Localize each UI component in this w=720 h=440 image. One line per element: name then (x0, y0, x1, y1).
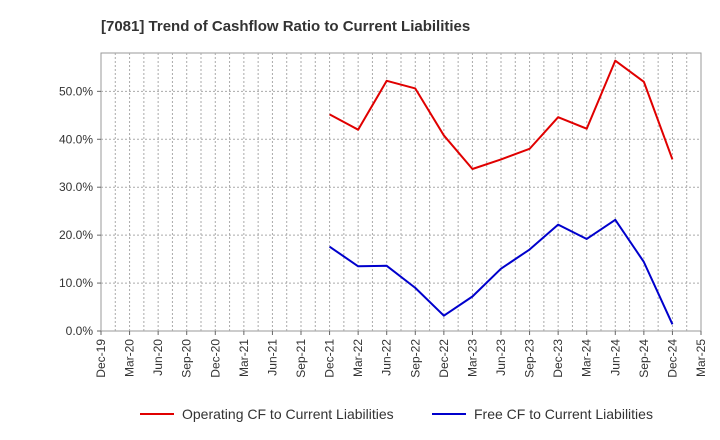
legend-label-1: Operating CF to Current Liabilities (182, 406, 394, 422)
x-axis: Dec-19 Mar-20 Jun-20 Sep-20 Dec-20 Mar-21 Jun-… (94, 331, 708, 378)
x-tick-label: Mar-25 (694, 339, 708, 377)
y-tick-label: 50.0% (59, 84, 93, 98)
x-tick-label: Jun-21 (265, 339, 279, 376)
plot-area (100, 52, 702, 332)
series-line-1 (329, 59, 674, 170)
series-line-2 (329, 218, 674, 325)
legend: Operating CF to Current Liabilities Free … (140, 406, 653, 422)
x-tick-label: Sep-21 (294, 339, 308, 378)
y-tick-label: 10.0% (59, 276, 93, 290)
x-tick-label: Dec-23 (551, 339, 565, 378)
x-tick-label: Jun-20 (151, 339, 165, 376)
x-tick-label: Mar-24 (580, 339, 594, 377)
x-tick-label: Jun-24 (608, 339, 622, 376)
series-layer (329, 59, 674, 325)
y-axis: 0.0% 10.0% 20.0% 30.0% 40.0% 50.0% (59, 84, 101, 338)
x-tick-label: Mar-23 (465, 339, 479, 377)
chart-title: [7081] Trend of Cashflow Ratio to Curren… (101, 18, 470, 35)
x-tick-label: Dec-22 (437, 339, 451, 378)
x-tick-label: Dec-20 (208, 339, 222, 378)
x-tick-label: Sep-20 (180, 339, 194, 378)
x-tick-label: Jun-22 (380, 339, 394, 376)
grid (101, 53, 701, 331)
x-tick-label: Dec-21 (323, 339, 337, 378)
x-tick-label: Sep-23 (523, 339, 537, 378)
x-tick-label: Mar-21 (237, 339, 251, 377)
y-tick-label: 0.0% (66, 324, 94, 338)
legend-label-2: Free CF to Current Liabilities (474, 406, 653, 422)
x-tick-label: Sep-24 (637, 339, 651, 378)
y-tick-label: 30.0% (59, 180, 93, 194)
y-tick-label: 40.0% (59, 132, 93, 146)
x-tick-label: Jun-23 (494, 339, 508, 376)
x-tick-label: Mar-20 (123, 339, 137, 377)
x-tick-label: Dec-19 (94, 339, 108, 378)
x-tick-label: Dec-24 (665, 339, 679, 378)
x-tick-label: Sep-22 (408, 339, 422, 378)
y-tick-label: 20.0% (59, 228, 93, 242)
x-tick-label: Mar-22 (351, 339, 365, 377)
